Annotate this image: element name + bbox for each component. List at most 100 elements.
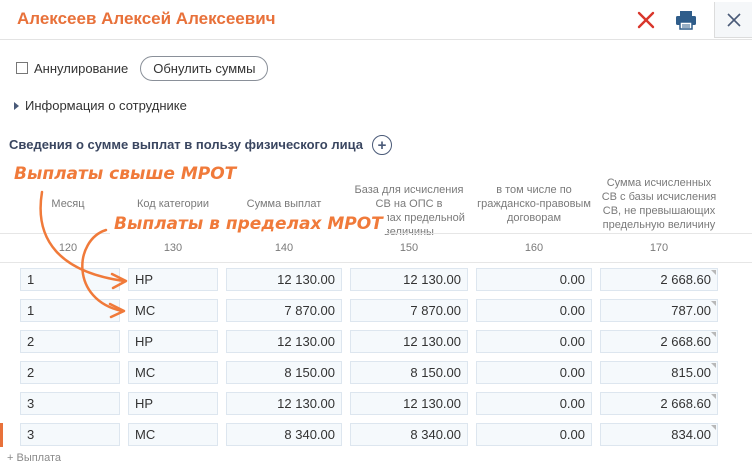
sum-cell-value: 7 870.00 bbox=[284, 303, 335, 318]
gpd-cell-value: 0.00 bbox=[559, 427, 585, 442]
contrib-cell[interactable]: 815.00 bbox=[600, 361, 718, 384]
edit-marker-icon bbox=[711, 425, 716, 430]
employee-info-label: Информация о сотруднике bbox=[25, 98, 187, 113]
category-cell[interactable]: НР bbox=[128, 268, 218, 291]
annul-label: Аннулирование bbox=[34, 60, 129, 76]
month-cell-value: 3 bbox=[27, 396, 35, 411]
contrib-cell-value: 2 668.60 bbox=[660, 396, 711, 411]
annotation-within-mrot: Выплаты в пределах МРОТ bbox=[110, 214, 387, 234]
window-header: Алексеев Алексей Алексеевич bbox=[0, 0, 752, 40]
col-code-sum: 140 bbox=[274, 242, 294, 254]
month-cell[interactable]: 2 bbox=[20, 330, 120, 353]
gpd-cell[interactable]: 0.00 bbox=[476, 299, 592, 322]
contrib-cell-value: 787.00 bbox=[671, 303, 711, 318]
reset-sums-button[interactable]: Обнулить суммы bbox=[140, 55, 269, 81]
base-cell-value: 12 130.00 bbox=[403, 396, 461, 411]
base-cell-value: 7 870.00 bbox=[410, 303, 461, 318]
annul-checkbox[interactable] bbox=[16, 62, 28, 74]
sum-cell[interactable]: 12 130.00 bbox=[226, 268, 342, 291]
contrib-cell[interactable]: 2 668.60 bbox=[600, 268, 718, 291]
col-code-month: 120 bbox=[58, 242, 78, 254]
gpd-cell-value: 0.00 bbox=[559, 365, 585, 380]
caret-right-icon bbox=[14, 101, 19, 110]
contrib-cell-value: 834.00 bbox=[671, 427, 711, 442]
month-cell-value: 2 bbox=[27, 365, 35, 380]
gpd-cell[interactable]: 0.00 bbox=[476, 392, 592, 415]
arrow-above-mrot-head bbox=[110, 272, 128, 290]
arrow-within-mrot bbox=[81, 228, 124, 313]
month-cell[interactable]: 2 bbox=[20, 361, 120, 384]
base-cell[interactable]: 8 150.00 bbox=[350, 361, 468, 384]
contrib-cell-value: 2 668.60 bbox=[660, 272, 711, 287]
employee-info-toggle[interactable]: Информация о сотруднике bbox=[14, 98, 187, 113]
category-cell[interactable]: НР bbox=[128, 330, 218, 353]
gpd-cell[interactable]: 0.00 bbox=[476, 268, 592, 291]
sum-cell-value: 12 130.00 bbox=[277, 272, 335, 287]
contrib-cell[interactable]: 787.00 bbox=[600, 299, 718, 322]
selected-row-marker bbox=[0, 423, 3, 447]
gpd-cell-value: 0.00 bbox=[559, 272, 585, 287]
sum-cell[interactable]: 7 870.00 bbox=[226, 299, 342, 322]
sum-cell-value: 8 340.00 bbox=[284, 427, 335, 442]
close-icon bbox=[726, 12, 741, 27]
col-code-gpd: 160 bbox=[524, 242, 544, 254]
category-cell-value: НР bbox=[135, 272, 154, 287]
sum-cell[interactable]: 12 130.00 bbox=[226, 330, 342, 353]
contrib-cell[interactable]: 2 668.60 bbox=[600, 392, 718, 415]
plus-circle-icon[interactable]: + bbox=[372, 135, 392, 155]
base-cell[interactable]: 8 340.00 bbox=[350, 423, 468, 446]
gpd-cell-value: 0.00 bbox=[559, 396, 585, 411]
gpd-cell[interactable]: 0.00 bbox=[476, 361, 592, 384]
sum-cell-value: 8 150.00 bbox=[284, 365, 335, 380]
sum-cell[interactable]: 8 150.00 bbox=[226, 361, 342, 384]
section-title: Сведения о сумме выплат в пользу физичес… bbox=[9, 137, 363, 152]
delete-button[interactable] bbox=[630, 4, 662, 36]
contrib-cell[interactable]: 834.00 bbox=[600, 423, 718, 446]
arrow-within-mrot-head bbox=[108, 302, 126, 319]
base-cell[interactable]: 12 130.00 bbox=[350, 268, 468, 291]
month-cell[interactable]: 3 bbox=[20, 423, 120, 446]
category-cell-value: МС bbox=[135, 303, 156, 318]
category-cell[interactable]: МС bbox=[128, 423, 218, 446]
month-cell-value: 1 bbox=[27, 303, 35, 318]
sum-cell[interactable]: 8 340.00 bbox=[226, 423, 342, 446]
category-cell[interactable]: МС bbox=[128, 361, 218, 384]
gpd-cell[interactable]: 0.00 bbox=[476, 423, 592, 446]
month-cell[interactable]: 3 bbox=[20, 392, 120, 415]
col-header-contrib: Сумма исчисленных СВ с базы исчисления С… bbox=[601, 177, 717, 231]
form-toolbar: Аннулирование Обнулить суммы bbox=[16, 55, 269, 81]
base-cell[interactable]: 12 130.00 bbox=[350, 392, 468, 415]
close-button[interactable] bbox=[714, 2, 752, 38]
codes-divider bbox=[0, 262, 752, 263]
contrib-cell-value: 2 668.60 bbox=[660, 334, 711, 349]
category-cell[interactable]: МС bbox=[128, 299, 218, 322]
gpd-cell[interactable]: 0.00 bbox=[476, 330, 592, 353]
col-code-contrib: 170 bbox=[649, 242, 669, 254]
gpd-cell-value: 0.00 bbox=[559, 303, 585, 318]
add-payout-label: + Выплата bbox=[7, 452, 62, 464]
edit-marker-icon bbox=[711, 301, 716, 306]
contrib-cell[interactable]: 2 668.60 bbox=[600, 330, 718, 353]
base-cell-value: 12 130.00 bbox=[403, 272, 461, 287]
arrow-above-mrot bbox=[39, 190, 126, 283]
edit-marker-icon bbox=[711, 363, 716, 368]
category-cell-value: МС bbox=[135, 365, 156, 380]
col-code-category: 130 bbox=[163, 242, 183, 254]
gpd-cell-value: 0.00 bbox=[559, 334, 585, 349]
base-cell-value: 8 150.00 bbox=[410, 365, 461, 380]
base-cell[interactable]: 12 130.00 bbox=[350, 330, 468, 353]
col-header-category: Код категории bbox=[136, 198, 209, 210]
contrib-cell-value: 815.00 bbox=[671, 365, 711, 380]
month-cell-value: 1 bbox=[27, 272, 35, 287]
category-cell-value: МС bbox=[135, 427, 156, 442]
print-button[interactable] bbox=[670, 4, 702, 36]
category-cell[interactable]: НР bbox=[128, 392, 218, 415]
base-cell[interactable]: 7 870.00 bbox=[350, 299, 468, 322]
base-cell-value: 12 130.00 bbox=[403, 334, 461, 349]
edit-marker-icon bbox=[711, 394, 716, 399]
col-code-base: 150 bbox=[399, 242, 419, 254]
month-cell-value: 2 bbox=[27, 334, 35, 349]
sum-cell[interactable]: 12 130.00 bbox=[226, 392, 342, 415]
edit-marker-icon bbox=[711, 270, 716, 275]
add-payout-link[interactable]: + Выплата bbox=[7, 452, 61, 464]
